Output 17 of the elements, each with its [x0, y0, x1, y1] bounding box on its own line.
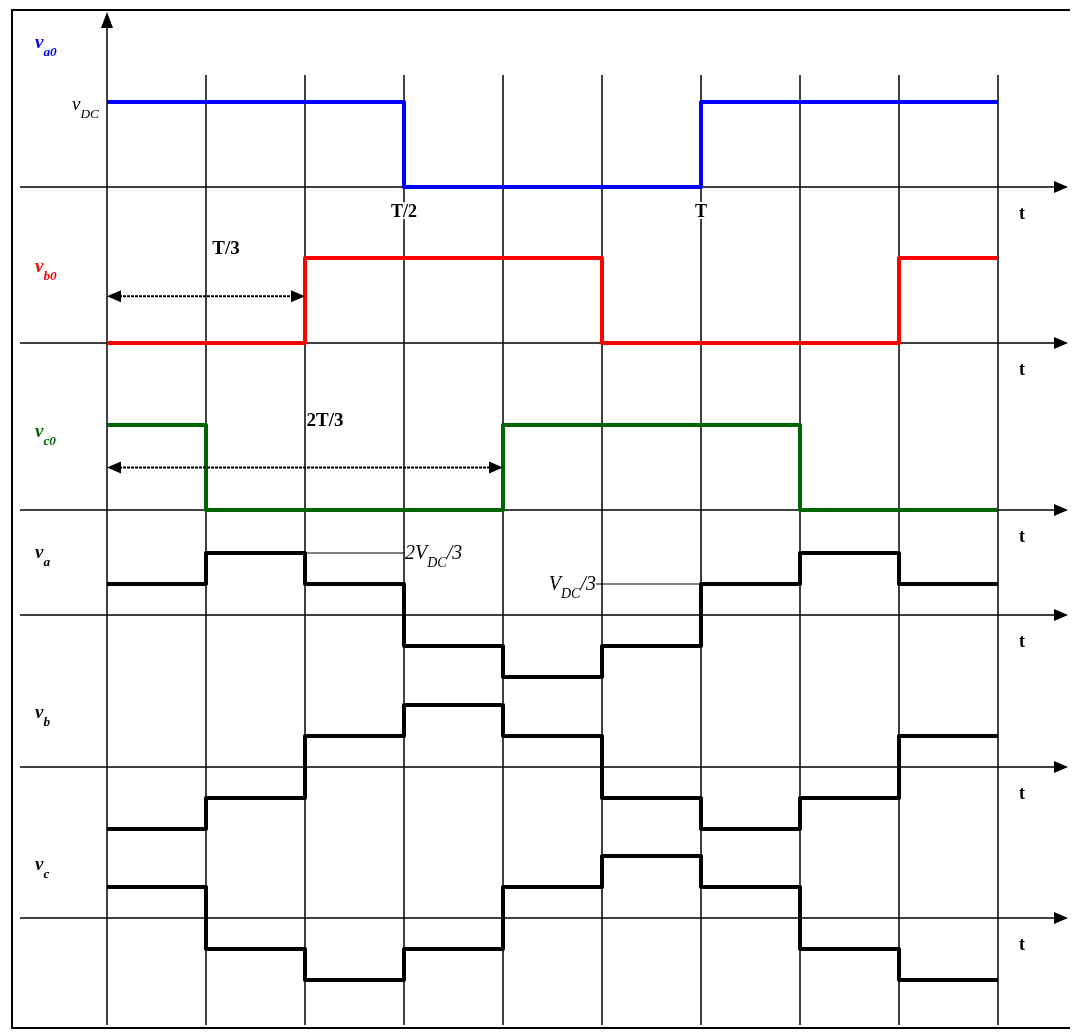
- x-axis-title: t: [1019, 359, 1025, 379]
- annotation: 2V$_{DC}$/3: [405, 541, 463, 570]
- y-axis-title: v$_{b0}$: [35, 255, 58, 283]
- annotation: T/3: [212, 237, 240, 259]
- y-axis-title: v$_{b}$: [35, 701, 51, 729]
- y-axis-title: v$_{c0}$: [35, 420, 57, 448]
- x-axis-title: t: [1019, 934, 1025, 954]
- x-axis-title: t: [1019, 783, 1025, 803]
- y-axis-title: v$_{c}$: [35, 853, 50, 881]
- x-axis-title: t: [1019, 631, 1025, 651]
- annotation: v$_{DC}$: [72, 93, 100, 121]
- x-axis-title: t: [1019, 203, 1025, 223]
- annotation: V$_{DC}$/3: [548, 572, 596, 601]
- y-axis-title: v$_{a0}$: [35, 31, 58, 59]
- x-axis-title: t: [1019, 526, 1025, 546]
- y-axis-title: v$_{a}$: [35, 541, 51, 569]
- annotation: 2T/3: [306, 408, 344, 430]
